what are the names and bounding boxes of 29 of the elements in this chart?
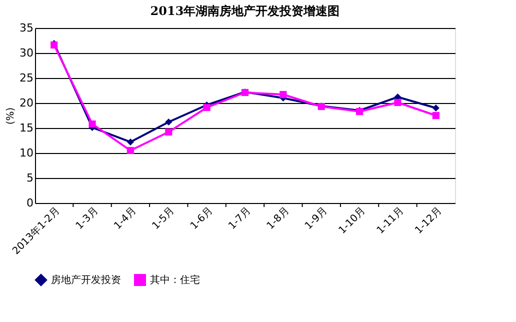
y-tick-label: 25 [20, 72, 34, 84]
point [280, 90, 287, 98]
legend-label: 其中：住宅 [150, 274, 200, 286]
point [126, 146, 134, 154]
x-tick-label: 1-7月 [226, 206, 254, 232]
y-tick-label: 5 [26, 172, 34, 184]
point [165, 118, 172, 126]
x-tick-label: 1-8月 [265, 206, 292, 232]
x-tick-label: 1-5月 [150, 206, 177, 232]
x-tick-label: 1-3月 [74, 206, 101, 232]
y-tick-label: 10 [20, 146, 34, 160]
point [165, 128, 172, 136]
legend-label: 房地产开发投资 [51, 274, 121, 286]
y-tick-label: 0 [26, 196, 34, 210]
y-tick-label: 15 [20, 122, 34, 134]
y-tick-label: 35 [20, 22, 34, 34]
y-axis-title: (%) [6, 107, 17, 125]
y-tick-label: 30 [20, 46, 34, 60]
chart-title: 2013年湖南房地产开发投资增速图 [150, 4, 340, 18]
x-tick-label: 1-4月 [112, 206, 139, 232]
x-tick-label: 1-6月 [188, 206, 216, 232]
point [432, 104, 440, 112]
point [203, 104, 210, 112]
point [432, 112, 440, 120]
point [88, 120, 96, 128]
x-tick-label: 1-9月 [303, 206, 330, 232]
point [394, 98, 402, 106]
y-tick-label: 20 [20, 96, 34, 110]
point [126, 138, 134, 146]
